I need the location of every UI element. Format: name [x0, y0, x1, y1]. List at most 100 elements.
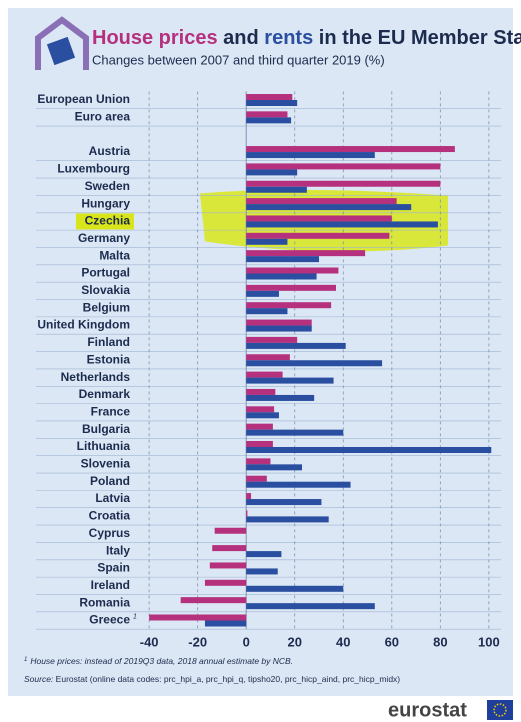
- y-tick-label: Hungary: [81, 196, 130, 210]
- bar: [246, 273, 317, 280]
- bar: [246, 302, 332, 309]
- bar: [246, 371, 283, 378]
- bar: [246, 441, 273, 447]
- y-tick-label: Malta: [99, 248, 130, 262]
- y-tick-label: Estonia: [87, 352, 131, 366]
- bar: [246, 429, 344, 436]
- x-tick-label: 80: [433, 635, 447, 650]
- x-tick-label: 100: [478, 635, 500, 650]
- bar: [246, 516, 329, 523]
- y-tick-label: Ireland: [91, 578, 130, 592]
- bar: [246, 377, 334, 384]
- bar: [246, 290, 279, 297]
- eu-stars: [493, 703, 507, 717]
- bar: [149, 614, 247, 621]
- title-prices: House prices: [92, 27, 218, 49]
- bar: [246, 342, 346, 349]
- bar: [246, 232, 390, 239]
- y-tick-label: Cyprus: [89, 526, 131, 540]
- x-tick-label: 0: [243, 635, 250, 650]
- y-tick-label: Denmark: [79, 387, 131, 401]
- bar: [246, 146, 455, 153]
- bar: [214, 527, 247, 534]
- y-tick-label: Netherlands: [61, 370, 131, 384]
- y-tick-label: Austria: [89, 144, 131, 158]
- footnote-text: House prices: instead of 2019Q3 data, 20…: [30, 656, 293, 666]
- bar: [246, 186, 307, 193]
- bar: [246, 308, 288, 315]
- highlight-label: [76, 213, 134, 230]
- chart-subtitle: Changes between 2007 and third quarter 2…: [92, 52, 385, 67]
- bar: [246, 568, 278, 575]
- brand: eurostat: [388, 699, 467, 721]
- bar: [246, 423, 273, 430]
- bar: [246, 267, 339, 274]
- x-tick-label: -20: [188, 635, 207, 650]
- y-tick-label: Slovakia: [81, 283, 130, 297]
- bar: [246, 238, 288, 245]
- y-tick-label: Sweden: [85, 179, 130, 193]
- y-tick-label: Belgium: [83, 300, 130, 314]
- bar: [246, 447, 492, 453]
- bar: [246, 256, 319, 263]
- y-tick-label: Greece: [89, 613, 130, 627]
- source-label: Source:: [24, 674, 54, 684]
- y-tick-label: Euro area: [75, 110, 131, 124]
- y-tick-label: Bulgaria: [82, 422, 130, 436]
- y-tick-label: Italy: [106, 543, 130, 557]
- bar: [246, 388, 276, 395]
- bar: [246, 394, 315, 401]
- bar: [246, 284, 336, 291]
- bar: [246, 603, 375, 610]
- y-tick-label: Slovenia: [81, 457, 131, 471]
- y-tick-label: Lithuania: [77, 439, 131, 453]
- eu-flag: [487, 700, 513, 720]
- x-tick-label: 40: [336, 635, 350, 650]
- bar: [246, 250, 366, 257]
- bar: [212, 545, 247, 552]
- bar: [246, 117, 292, 124]
- bar: [209, 562, 247, 569]
- source: Source: Eurostat (online data codes: prc…: [24, 674, 400, 684]
- bar: [246, 215, 392, 222]
- bar: [246, 499, 322, 506]
- bar: [246, 481, 351, 488]
- bar: [204, 579, 247, 586]
- title-rents: rents: [264, 27, 313, 49]
- y-tick-label: Portugal: [81, 266, 130, 280]
- y-tick-label: Luxembourg: [57, 162, 130, 176]
- y-tick-label: Latvia: [95, 491, 130, 505]
- x-tick-label: 60: [385, 635, 399, 650]
- y-tick-label: United Kingdom: [37, 318, 130, 332]
- source-text: Eurostat (online data codes: prc_hpi_a, …: [56, 674, 401, 684]
- bar: [246, 100, 298, 106]
- bar: [246, 319, 312, 326]
- footnote-marker: 1: [133, 613, 137, 620]
- y-tick-label: Poland: [90, 474, 130, 488]
- bar: [246, 336, 298, 343]
- bar: [246, 551, 282, 558]
- footnote: 1 House prices: instead of 2019Q3 data, 2…: [24, 656, 293, 666]
- bar: [246, 169, 298, 176]
- bar: [246, 180, 441, 187]
- bar: [246, 354, 290, 361]
- chart-title: House prices and rents in the EU Member …: [92, 27, 521, 49]
- x-tick-label: -40: [140, 635, 159, 650]
- bar: [246, 458, 271, 465]
- bar: [246, 406, 275, 413]
- bar: [246, 475, 267, 482]
- bar: [246, 198, 397, 205]
- bar: [246, 412, 279, 419]
- bar: [246, 493, 252, 500]
- bar: [246, 360, 383, 367]
- bar: [246, 111, 288, 118]
- y-tick-label: France: [91, 404, 131, 418]
- bar: [246, 510, 248, 517]
- logo-icon: [35, 16, 89, 70]
- bar: [180, 597, 247, 604]
- bar: [246, 163, 441, 170]
- title-and: and: [223, 27, 259, 49]
- y-tick-label: European Union: [37, 92, 130, 106]
- footnote-marker: 1: [24, 657, 27, 663]
